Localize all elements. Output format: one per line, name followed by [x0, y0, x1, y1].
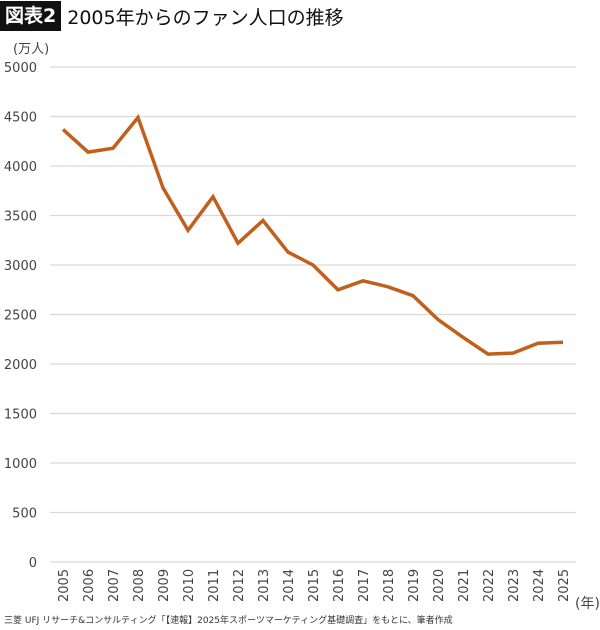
- x-tick-label: 2006: [82, 569, 97, 602]
- x-tick-label: 2012: [232, 569, 247, 602]
- x-tick-label: 2009: [157, 569, 172, 602]
- x-tick-label: 2016: [332, 569, 347, 602]
- chart-title: 2005年からのファン人口の推移: [67, 6, 344, 29]
- fan-population-line: [61, 113, 564, 356]
- x-tick-label: 2010: [182, 569, 197, 602]
- x-tick-label: 2025: [557, 569, 572, 602]
- y-axis-ticks: 0 500 1000 1500 2000 2500 3000 3500 4000 4500 5000: [4, 61, 37, 571]
- x-tick-label: 2021: [457, 569, 472, 602]
- x-tick-label: 2022: [482, 569, 497, 602]
- x-tick-label: 2023: [507, 569, 522, 602]
- x-tick-label: 2014: [282, 569, 297, 602]
- figure-badge: 図表2: [0, 1, 62, 31]
- y-tick-label: 3000: [4, 259, 37, 274]
- y-tick-label: 4000: [4, 160, 37, 175]
- x-tick-label: 2008: [132, 569, 147, 602]
- y-axis-unit-label: (万人): [13, 42, 50, 57]
- y-tick-label: 4500: [4, 111, 37, 126]
- chart-header: 図表2 2005年からのファン人口の推移: [0, 0, 344, 32]
- x-tick-label: 2020: [432, 569, 447, 602]
- y-tick-label: 2500: [4, 309, 37, 324]
- x-tick-label: 2007: [107, 569, 122, 602]
- x-axis-unit-label: (年): [575, 596, 600, 612]
- gridlines: [50, 66, 576, 563]
- x-tick-label: 2015: [307, 569, 322, 602]
- x-tick-label: 2013: [257, 569, 272, 602]
- x-tick-label: 2019: [407, 569, 422, 602]
- x-tick-label: 2005: [57, 569, 72, 602]
- y-tick-label: 3500: [4, 210, 37, 225]
- x-axis-ticks: 2005 2006 2007 2008 2009 2010 2011 2012 2013 2014…: [57, 569, 572, 602]
- source-note: 三菱 UFJ リサーチ&コンサルティング「【速報】2025年スポーツマーケティン…: [4, 616, 453, 626]
- y-tick-label: 0: [29, 556, 37, 571]
- y-tick-label: 5000: [4, 61, 37, 76]
- y-tick-label: 1500: [4, 408, 37, 423]
- x-tick-label: 2017: [357, 569, 372, 602]
- x-tick-label: 2011: [207, 569, 222, 602]
- x-tick-label: 2024: [532, 569, 547, 602]
- y-tick-label: 2000: [4, 358, 37, 373]
- y-tick-label: 1000: [4, 457, 37, 472]
- x-tick-label: 2018: [382, 569, 397, 602]
- y-tick-label: 500: [12, 507, 37, 522]
